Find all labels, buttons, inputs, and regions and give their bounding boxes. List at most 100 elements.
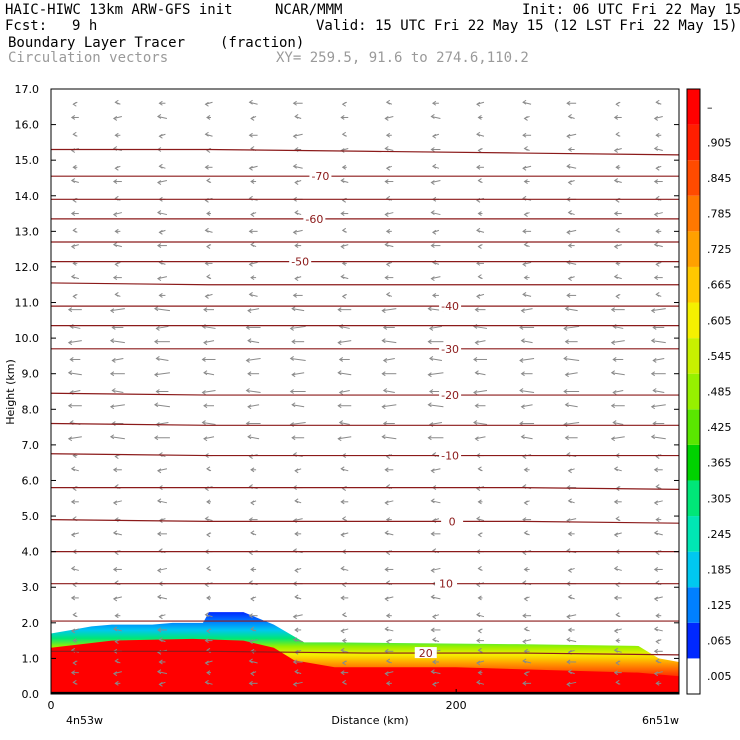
circulation-vector — [477, 148, 483, 153]
circulation-vector — [653, 596, 663, 602]
circulation-vector — [613, 670, 622, 676]
circulation-vector — [112, 596, 122, 602]
y-tick-label: 8.0 — [22, 403, 40, 416]
circulation-vector — [384, 179, 394, 184]
circulation-vector — [474, 307, 486, 313]
temperature-contour-label: -20 — [441, 389, 459, 402]
circulation-vector — [430, 243, 441, 249]
circulation-vector — [341, 101, 347, 107]
x-tick-label: 0 — [48, 699, 55, 712]
circulation-vector — [204, 101, 213, 107]
circulation-vector — [72, 131, 78, 137]
circulation-vector — [381, 308, 397, 314]
circulation-vector — [109, 371, 125, 377]
colorbar-label: .245 — [707, 528, 732, 541]
circulation-vector — [111, 421, 124, 426]
circulation-vector — [248, 132, 258, 138]
circulation-vector — [250, 567, 257, 572]
circulation-vector — [206, 466, 212, 472]
colorbar-label: .905 — [707, 136, 732, 149]
circulation-vector — [384, 115, 394, 121]
circulation-vector — [250, 500, 257, 506]
circulation-vector — [294, 180, 302, 185]
circulation-vector — [432, 229, 440, 235]
circulation-vector — [340, 647, 349, 653]
terrain — [51, 691, 679, 694]
circulation-vector — [114, 291, 121, 297]
circulation-vector — [206, 115, 212, 120]
circulation-vector — [432, 259, 440, 265]
circulation-vector — [566, 100, 577, 106]
cross-section-endpoints: XY= 259.5, 91.6 to 274.6,110.2 — [276, 50, 529, 66]
circulation-vector — [523, 530, 530, 536]
circulation-vector — [155, 389, 169, 394]
circulation-vector — [248, 99, 258, 105]
circulation-vector — [523, 275, 530, 281]
circulation-vector — [70, 532, 79, 538]
circulation-vector — [610, 370, 625, 376]
circulation-vector — [294, 594, 302, 600]
y-tick-label: 7.0 — [22, 439, 40, 452]
y-tick-label: 5.0 — [22, 510, 40, 523]
circulation-vector — [67, 307, 82, 313]
circulation-vector — [650, 308, 666, 314]
circulation-vector — [567, 276, 575, 282]
contour-label-bg — [441, 515, 464, 527]
valid-time: Valid: 15 UTC Fri 22 May 15 (12 LST Fri … — [316, 18, 738, 34]
circulation-vector — [294, 627, 302, 633]
circulation-vector — [385, 261, 392, 267]
circulation-vector — [294, 276, 302, 282]
circulation-vector — [567, 210, 575, 216]
circulation-vector — [477, 178, 483, 183]
forecast-hours: 9 h — [72, 18, 98, 34]
circulation-vector — [109, 308, 125, 314]
colorbar-swatch — [687, 231, 700, 267]
temperature-contour — [51, 453, 679, 457]
field-units: (fraction) — [220, 35, 305, 51]
y-tick-label: 15.0 — [15, 154, 40, 167]
circulation-vector — [206, 244, 212, 250]
circulation-vector — [522, 680, 532, 686]
circulation-vector — [567, 468, 575, 474]
circulation-vector — [341, 131, 347, 137]
circulation-vector — [432, 637, 440, 643]
circulation-vector — [613, 115, 622, 120]
circulation-vector — [474, 403, 486, 409]
circulation-vector — [385, 680, 392, 686]
circulation-vector — [563, 325, 580, 331]
colorbar-label: .365 — [707, 457, 732, 470]
circulation-vector — [477, 499, 483, 505]
circulation-vector — [567, 567, 575, 573]
circulation-vector — [206, 670, 212, 676]
circulation-vector — [567, 627, 575, 633]
circulation-vector — [248, 261, 258, 267]
circulation-vector — [337, 403, 352, 409]
circulation-vector — [432, 614, 440, 620]
circulation-vector — [655, 680, 662, 686]
circulation-vector — [158, 133, 166, 139]
circulation-vector — [613, 211, 622, 216]
circulation-vector — [612, 357, 624, 362]
circulation-vector — [291, 339, 305, 345]
contour-label-bg — [439, 300, 462, 312]
circulation-vector — [203, 307, 215, 313]
circulation-vector — [112, 212, 122, 217]
circulation-vector — [158, 614, 166, 620]
circulation-vector — [250, 242, 257, 248]
circulation-vector — [72, 293, 78, 299]
circulation-vector — [610, 340, 625, 346]
circulation-vector — [382, 357, 395, 363]
circulation-vector — [158, 292, 166, 298]
circulation-vector — [384, 212, 394, 217]
circulation-vector — [610, 436, 625, 442]
circulation-vector — [385, 658, 392, 664]
circulation-vector — [381, 434, 397, 440]
circulation-vector — [473, 357, 487, 362]
colorbar-label: .605 — [707, 314, 732, 327]
circulation-vector — [612, 324, 624, 329]
circulation-vector — [337, 340, 352, 346]
circulation-vector — [429, 422, 442, 427]
circulation-vector — [381, 404, 397, 410]
circulation-vector — [204, 293, 213, 299]
circulation-vector — [250, 530, 257, 536]
